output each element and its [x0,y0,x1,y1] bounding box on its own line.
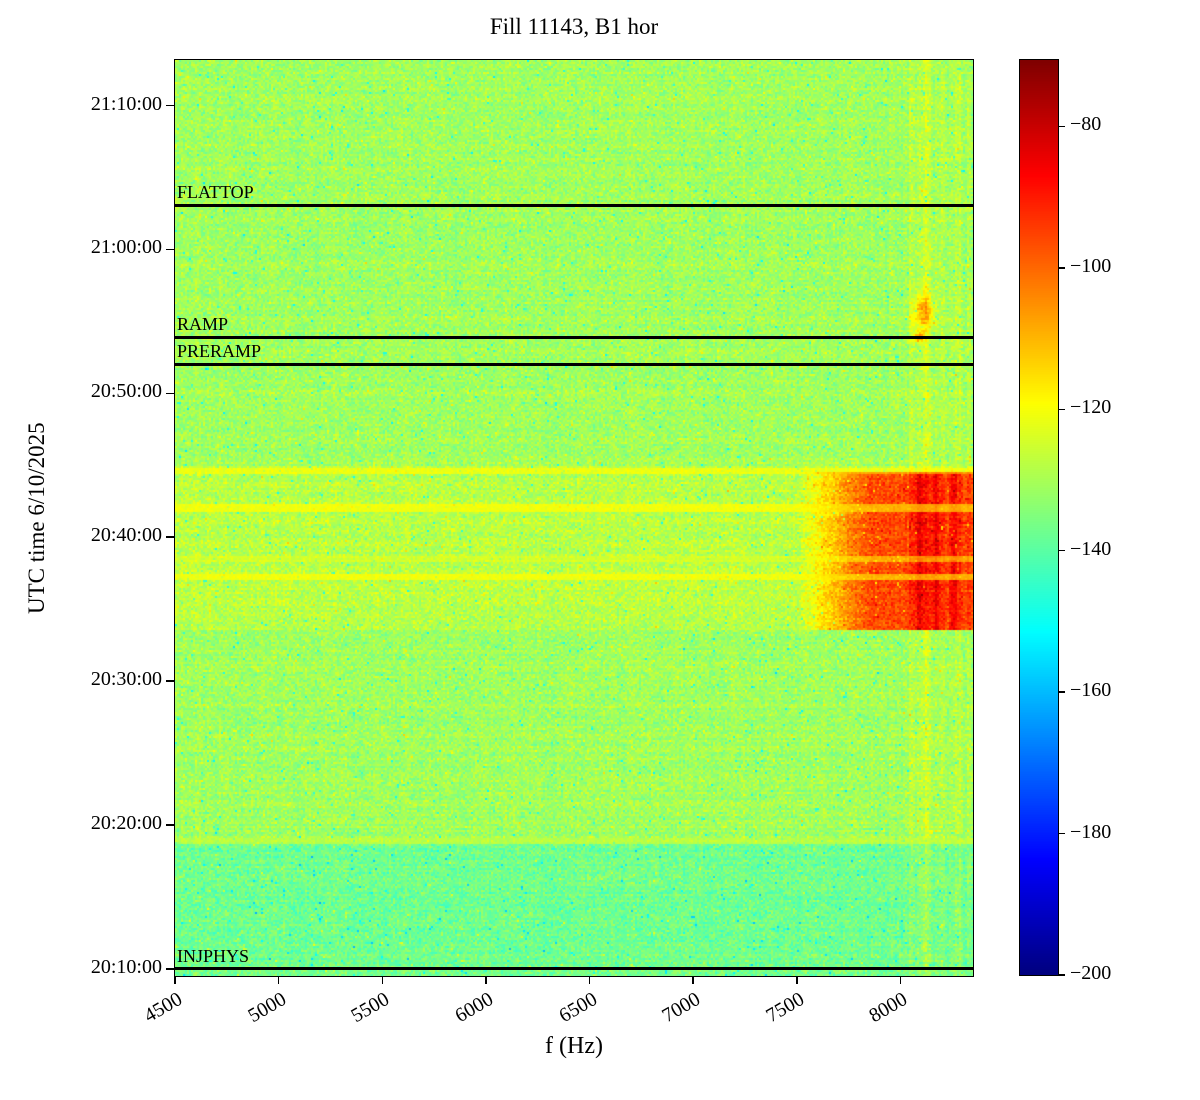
colorbar-tick-mark [1058,267,1065,269]
colorbar-tick-label: −180 [1070,820,1112,843]
colorbar [1019,59,1059,976]
y-tick-mark [166,824,174,826]
y-tick-label: 21:10:00 [90,92,162,115]
colorbar-tick-label: −160 [1070,679,1112,702]
x-axis-label: f (Hz) [545,1033,603,1059]
colorbar-tick-label: −140 [1070,537,1112,560]
annotation-line-preramp [175,362,973,366]
y-axis-label: UTC time 6/10/2025 [24,422,49,614]
colorbar-tick-mark [1058,691,1065,693]
x-tick-label-text: 5500 [347,988,394,1028]
colorbar-tick-mark [1058,832,1065,835]
x-tick-mark [796,976,798,984]
y-tick-mark [166,248,174,251]
y-tick-label: 20:20:00 [90,811,162,834]
x-tick-mark [174,976,176,984]
x-tick-mark [899,976,902,984]
plot-area [174,59,974,977]
y-tick-mark [166,104,174,107]
x-tick-label-text: 6500 [554,988,601,1028]
x-tick-label-text: 7500 [762,988,808,1028]
y-tick-mark [166,536,174,538]
colorbar-tick-mark [1058,408,1065,411]
y-tick-label: 20:30:00 [90,668,162,691]
heatmap-canvas [175,60,973,976]
colorbar-tick-label: −80 [1070,113,1102,136]
colorbar-tick-mark [1058,549,1065,552]
annotation-label-flattop: FLATTOP [177,182,254,203]
x-tick-label-text: 7000 [658,988,705,1028]
x-tick-mark [485,976,487,984]
annotation-line-flattop [175,203,973,207]
y-tick-mark [166,680,174,682]
annotation-label-injphys: INJPHYS [177,945,250,966]
colorbar-tick-mark [1058,974,1065,976]
x-tick-mark [692,976,694,984]
x-tick-label-text: 5000 [243,988,290,1028]
y-tick-label: 20:40:00 [90,524,162,547]
y-tick-label: 20:50:00 [90,380,162,403]
colorbar-tick-label: −100 [1070,254,1112,277]
y-tick-label: 20:10:00 [90,955,162,978]
chart-title: Fill 11143, B1 hor [489,14,659,39]
colorbar-tick-label: −120 [1070,396,1112,419]
x-tick-mark [277,976,280,984]
x-tick-mark [381,976,384,984]
annotation-label-preramp: PRERAMP [177,341,262,362]
annotation-line-ramp [175,335,973,339]
x-tick-label-text: 6000 [451,988,497,1028]
y-tick-mark [166,968,174,970]
annotation-line-injphys [175,967,973,971]
y-tick-label: 21:00:00 [90,236,162,259]
colorbar-tick-mark [1058,125,1065,128]
x-tick-label-text: 8000 [865,988,912,1028]
y-tick-mark [166,392,174,395]
colorbar-canvas [1020,60,1058,975]
x-tick-label-text: 4500 [140,988,186,1028]
x-tick-mark [588,976,591,984]
colorbar-tick-label: −200 [1070,962,1112,984]
annotation-label-ramp: RAMP [177,314,229,335]
